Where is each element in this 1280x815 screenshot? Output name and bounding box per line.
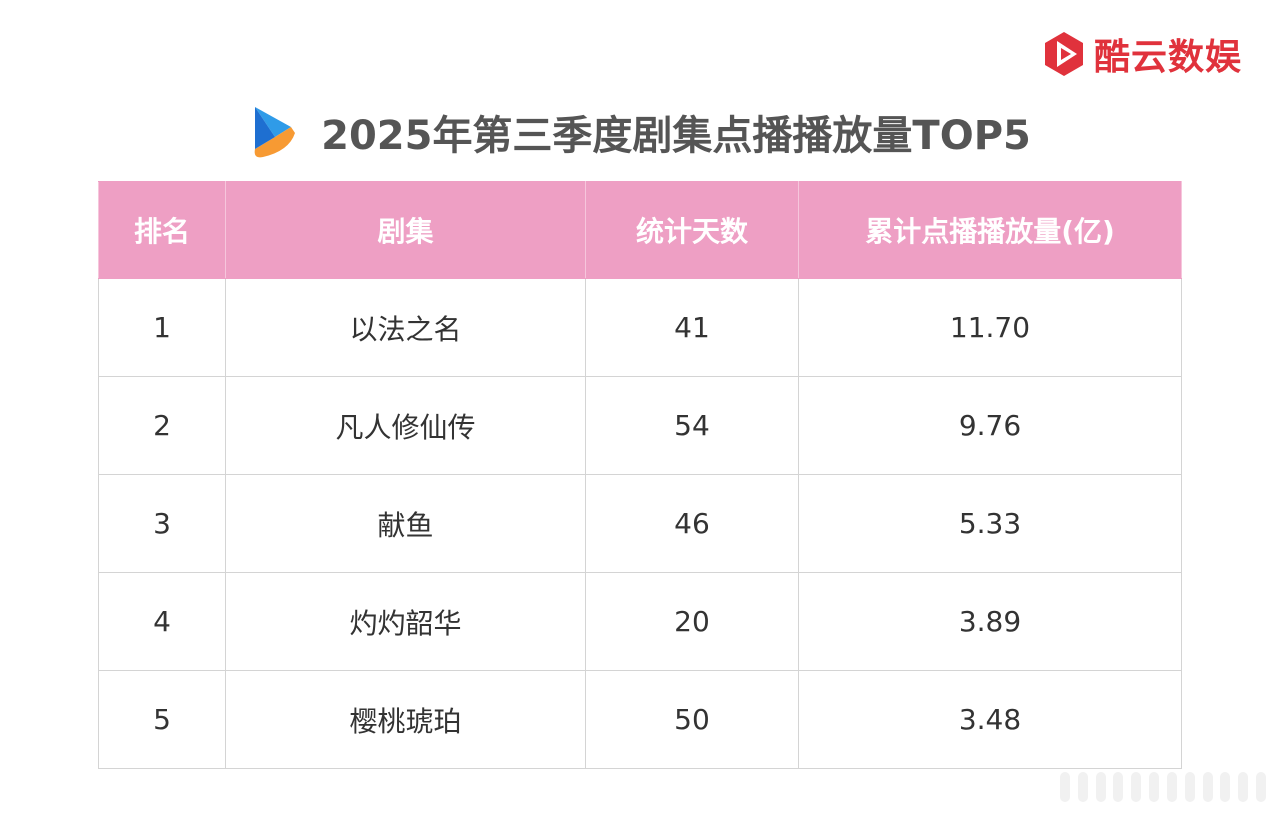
table-row: 3 献鱼 46 5.33: [98, 474, 1182, 573]
rank-cell: 4: [98, 572, 226, 671]
plays-cell: 9.76: [798, 376, 1182, 475]
column-header-rank: 排名: [98, 181, 226, 279]
header-row: 排名 剧集 统计天数 累计点播播放量(亿): [98, 181, 1182, 279]
column-header-plays: 累计点播播放量(亿): [798, 181, 1182, 279]
table-row: 5 樱桃琥珀 50 3.48: [98, 670, 1182, 769]
rank-cell: 3: [98, 474, 226, 573]
series-cell: 灼灼韶华: [225, 572, 586, 671]
play-logo-icon: [1045, 32, 1083, 76]
table-header: 排名 剧集 统计天数 累计点播播放量(亿): [98, 181, 1182, 279]
rank-cell: 5: [98, 670, 226, 769]
days-cell: 54: [585, 376, 799, 475]
plays-cell: 5.33: [798, 474, 1182, 573]
series-cell: 以法之名: [225, 278, 586, 377]
series-cell: 献鱼: [225, 474, 586, 573]
plays-cell: 3.48: [798, 670, 1182, 769]
watermark-strip: [1060, 770, 1266, 804]
column-header-days: 统计天数: [585, 181, 799, 279]
days-cell: 46: [585, 474, 799, 573]
page-title-row: 2025年第三季度剧集点播播放量TOP5: [0, 96, 1280, 168]
table-row: 2 凡人修仙传 54 9.76: [98, 376, 1182, 475]
series-cell: 凡人修仙传: [225, 376, 586, 475]
plays-cell: 11.70: [798, 278, 1182, 377]
table-row: 4 灼灼韶华 20 3.89: [98, 572, 1182, 671]
series-cell: 樱桃琥珀: [225, 670, 586, 769]
brand-name: 酷云数娱: [1094, 37, 1243, 78]
play-arrow-icon: [254, 107, 296, 158]
plays-cell: 3.89: [798, 572, 1182, 671]
brand-logo: 酷云数娱: [1040, 26, 1242, 82]
rank-cell: 1: [98, 278, 226, 377]
table-body: 1 以法之名 41 11.70 2 凡人修仙传 54 9.76 3 献鱼 46 …: [98, 278, 1182, 769]
column-header-series: 剧集: [225, 181, 586, 279]
days-cell: 50: [585, 670, 799, 769]
table-row: 1 以法之名 41 11.70: [98, 278, 1182, 377]
rank-cell: 2: [98, 376, 226, 475]
page-title: 2025年第三季度剧集点播播放量TOP5: [321, 113, 1031, 159]
days-cell: 41: [585, 278, 799, 377]
days-cell: 20: [585, 572, 799, 671]
ranking-table: 排名 剧集 统计天数 累计点播播放量(亿) 1 以法之名 41 11.70 2 …: [98, 181, 1182, 769]
